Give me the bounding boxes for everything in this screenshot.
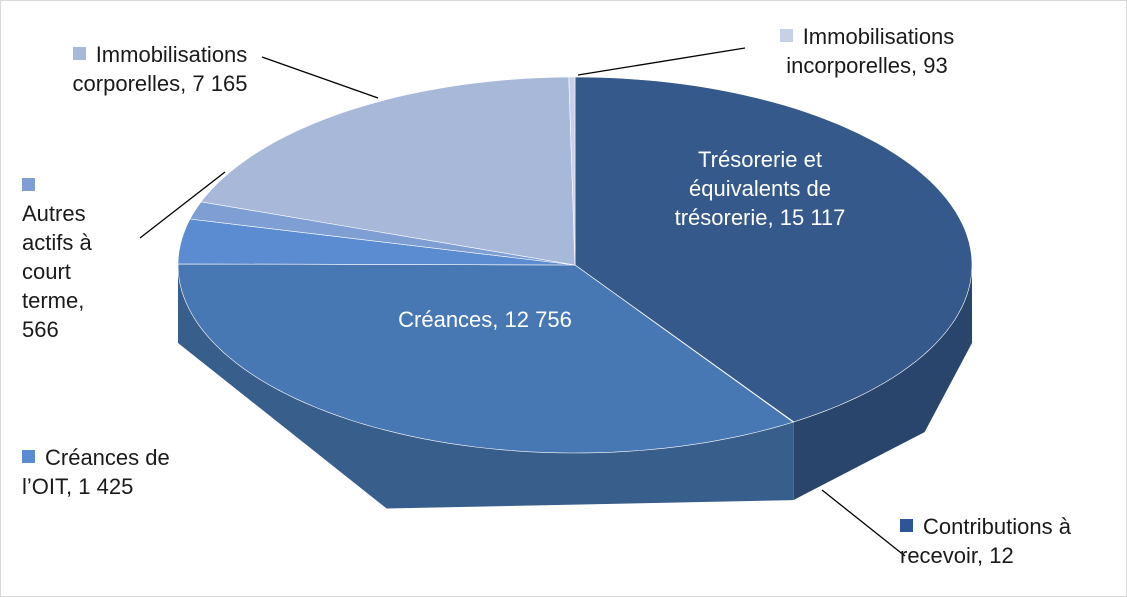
data-label: Contributions à recevoir, 12 (900, 512, 1127, 570)
data-label: Immobilisations incorporelles, 93 (752, 22, 982, 80)
slice-side (178, 265, 794, 509)
slice (177, 218, 576, 266)
label-name: Contributions à recevoir, (900, 514, 1071, 568)
slice (200, 76, 576, 266)
label-name: Créances de l’OIT, (22, 445, 170, 499)
legend-swatch (779, 29, 793, 42)
label-value: 566 (22, 317, 59, 342)
label-value: 93 (923, 53, 948, 78)
label-value: 1 425 (78, 474, 134, 499)
slice (177, 263, 794, 454)
label-name: Trésorerie et équivalents de trésorerie, (674, 147, 831, 230)
label-name: Immobilisations incorporelles, (786, 24, 955, 78)
slice-side (793, 421, 794, 501)
data-label: Trésorerie et équivalents de trésorerie,… (650, 145, 870, 232)
label-name: Autres actifs à court terme, (22, 201, 92, 313)
data-label: Autres actifs à court terme, 566 (22, 178, 122, 344)
slice-side (793, 265, 972, 500)
label-value: 15 117 (779, 205, 846, 230)
label-name: Immobilisations corporelles, (72, 42, 248, 96)
data-label: Créances de l’OIT, 1 425 (22, 443, 222, 501)
label-value: 7 165 (192, 71, 248, 96)
slice (568, 76, 576, 266)
label-value: 12 756 (504, 307, 572, 332)
slice (574, 76, 973, 423)
data-label: Immobilisations corporelles, 7 165 (40, 40, 280, 98)
label-name: Créances, (398, 307, 499, 332)
label-value: 12 (989, 543, 1014, 568)
legend-swatch (22, 450, 35, 463)
legend-swatch (900, 519, 913, 532)
legend-swatch (72, 47, 86, 60)
leader-lines (139, 47, 906, 557)
data-label: Créances, 12 756 (395, 305, 575, 334)
legend-swatch (22, 178, 35, 191)
